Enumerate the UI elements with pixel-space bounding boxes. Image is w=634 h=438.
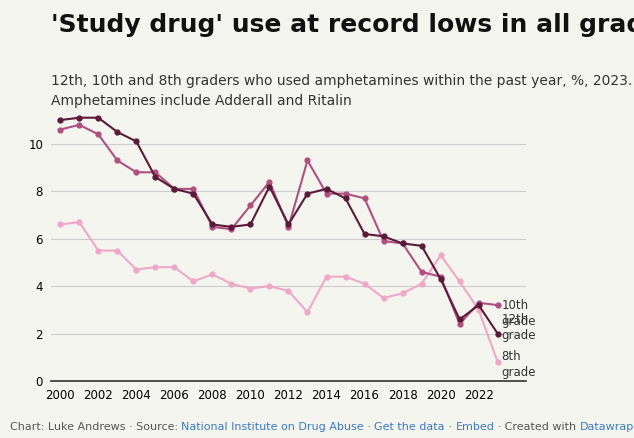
Text: ·: · — [445, 422, 455, 432]
Text: 'Study drug' use at record lows in all grades: 'Study drug' use at record lows in all g… — [51, 13, 634, 37]
Text: Chart: Luke Andrews · Source:: Chart: Luke Andrews · Source: — [10, 422, 181, 432]
Text: Embed: Embed — [455, 422, 495, 432]
Text: 8th
grade: 8th grade — [501, 350, 536, 379]
Text: Datawrapper: Datawrapper — [580, 422, 634, 432]
Text: Get the data: Get the data — [375, 422, 445, 432]
Text: ·: · — [364, 422, 375, 432]
Text: · Created with: · Created with — [495, 422, 580, 432]
Text: 12th, 10th and 8th graders who used amphetamines within the past year, %, 2023.
: 12th, 10th and 8th graders who used amph… — [51, 74, 632, 108]
Text: 10th
grade: 10th grade — [501, 299, 536, 328]
Text: National Institute on Drug Abuse: National Institute on Drug Abuse — [181, 422, 364, 432]
Text: 12th
grade: 12th grade — [501, 313, 536, 342]
